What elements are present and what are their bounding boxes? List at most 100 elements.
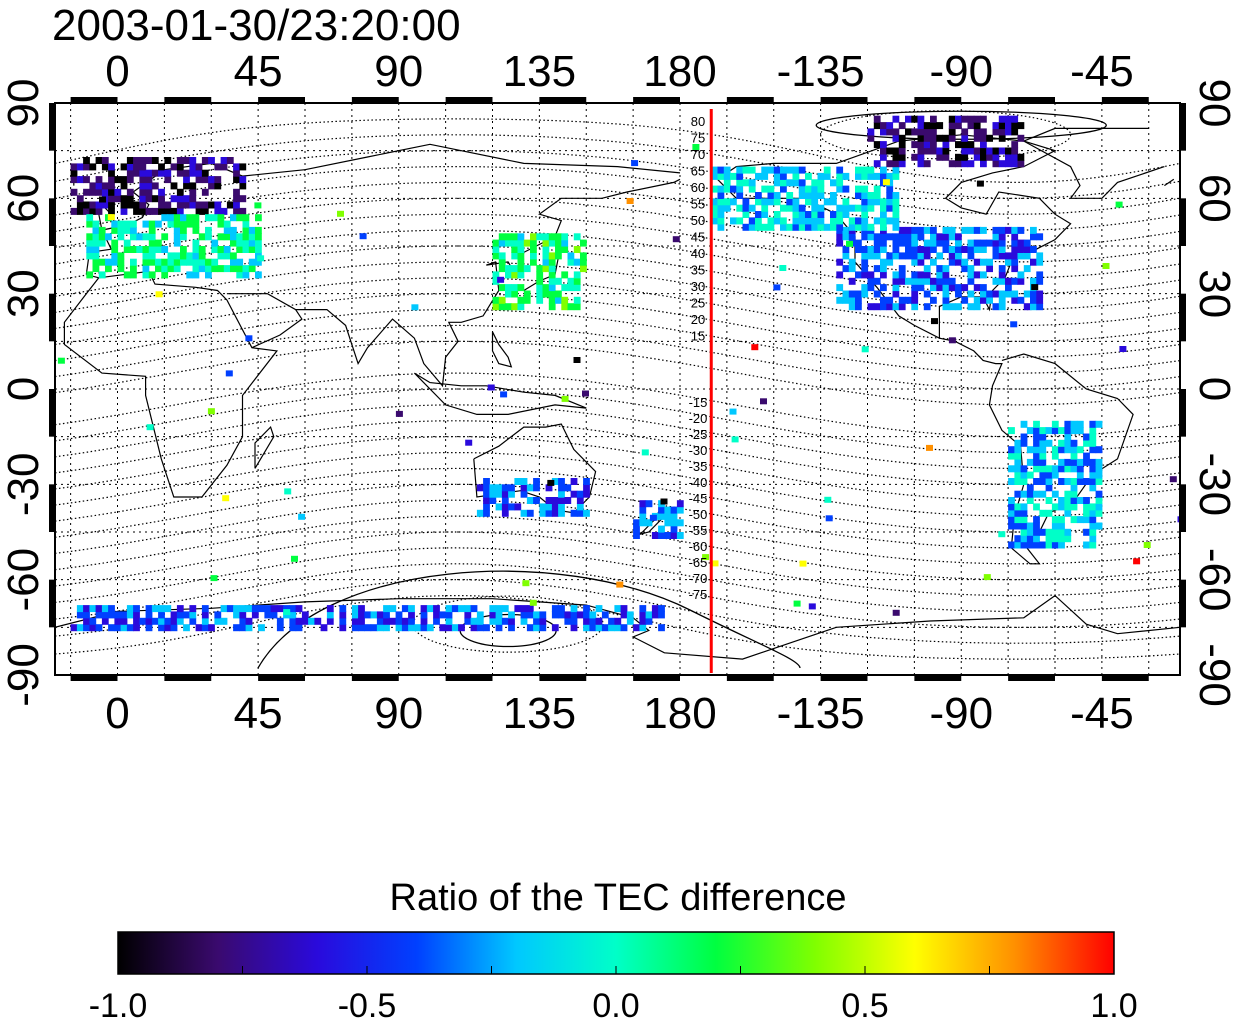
- tec-cell: [542, 284, 550, 292]
- tec-cell: [892, 128, 900, 136]
- tec-cell: [773, 217, 781, 225]
- tec-cell: [145, 182, 153, 190]
- frame-tick: [351, 97, 399, 103]
- tec-cell: [326, 617, 334, 625]
- tec-cell: [561, 246, 569, 253]
- tec-cell: [239, 617, 247, 625]
- tec-cell: [817, 223, 825, 231]
- tec-cell: [117, 233, 125, 241]
- tec-cell: [1089, 509, 1097, 517]
- tec-cell: [255, 226, 262, 234]
- tec-cell: [930, 141, 937, 149]
- tec-cell: [145, 195, 153, 203]
- tec-cell: [967, 239, 975, 247]
- tec-cell: [1030, 258, 1037, 266]
- tec-cell: [830, 192, 837, 199]
- tec-cell: [89, 188, 97, 196]
- tec-cell: [501, 605, 509, 613]
- tec-cell: [492, 303, 500, 311]
- tec-cell: [276, 605, 284, 613]
- tec-cell: [842, 246, 850, 253]
- frame-tick: [49, 389, 55, 437]
- x-tick-label: 180: [643, 47, 716, 96]
- tec-cell: [761, 198, 769, 206]
- tec-cell: [861, 192, 869, 199]
- tec-cell: [139, 201, 147, 209]
- tec-cell: [508, 503, 515, 511]
- tec-cell: [564, 497, 572, 504]
- tec-cell: [555, 246, 562, 253]
- tec-cell: [1039, 452, 1047, 460]
- tec-cell: [1058, 439, 1065, 447]
- tec-cell: [1083, 478, 1090, 485]
- tec-cell: [917, 258, 925, 266]
- tec-cell: [620, 624, 628, 632]
- frame-tick: [49, 198, 55, 246]
- tec-cell: [898, 233, 906, 241]
- tec-cell: [861, 198, 869, 206]
- tec-cell: [1051, 541, 1059, 549]
- tec-cell: [201, 176, 209, 184]
- tec-cell: [1030, 226, 1037, 234]
- tec-cell: [805, 211, 812, 218]
- tec-cell: [514, 503, 522, 511]
- tec-cell: [189, 195, 197, 203]
- tec-cell: [220, 605, 228, 613]
- tec-cell: [167, 258, 175, 266]
- tec-cell: [1014, 535, 1022, 543]
- tec-cell: [520, 611, 528, 619]
- tec-cell: [83, 188, 90, 196]
- tec-cell: [842, 296, 850, 304]
- tec-cell: [573, 284, 581, 292]
- tec-cell: [98, 233, 106, 241]
- tec-cell: [948, 252, 956, 260]
- tec-cell: [773, 166, 781, 174]
- tec-cell: [558, 484, 565, 492]
- tec-cell: [145, 169, 153, 177]
- tec-cell: [561, 395, 569, 402]
- tec-cell: [180, 252, 187, 260]
- tec-cell: [980, 271, 987, 279]
- tec-cell: [595, 617, 603, 625]
- tec-cell: [214, 201, 222, 209]
- tec-cell: [1076, 446, 1084, 454]
- tec-cell: [548, 296, 556, 304]
- tec-cell: [151, 169, 159, 177]
- frame-tick: [258, 97, 305, 103]
- tec-cell: [848, 233, 856, 241]
- tec-cell: [998, 271, 1006, 279]
- tec-cell: [798, 211, 806, 218]
- tec-cell: [976, 180, 984, 187]
- tec-cell: [1070, 427, 1078, 435]
- tec-cell: [917, 115, 925, 123]
- tec-cell: [1033, 516, 1040, 524]
- tec-cell: [773, 179, 781, 187]
- tec-cell: [120, 195, 128, 203]
- tec-cell: [1045, 541, 1053, 549]
- tec-cell: [483, 624, 490, 632]
- tec-cell: [570, 611, 578, 619]
- tec-cell: [911, 303, 919, 311]
- tec-cell: [376, 624, 384, 632]
- tec-cell: [1020, 420, 1028, 428]
- tec-cell: [226, 157, 234, 164]
- tec-cell: [220, 163, 228, 171]
- tec-cell: [476, 617, 484, 625]
- tec-cell: [226, 201, 234, 209]
- tec-cell: [736, 192, 744, 199]
- tec-cell: [626, 198, 634, 204]
- tec-cell: [873, 303, 881, 311]
- tec-cell: [533, 611, 540, 619]
- tec-cell: [1011, 160, 1019, 168]
- tec-cell: [955, 141, 962, 149]
- tec-cell: [89, 182, 97, 190]
- tec-cell: [495, 484, 503, 492]
- tec-cell: [501, 617, 509, 625]
- coastline: [55, 594, 1180, 660]
- tec-cell: [886, 172, 894, 180]
- tec-cell: [495, 605, 503, 613]
- tec-cell: [1020, 522, 1028, 530]
- tec-cell: [973, 258, 981, 266]
- tec-cell: [205, 214, 212, 222]
